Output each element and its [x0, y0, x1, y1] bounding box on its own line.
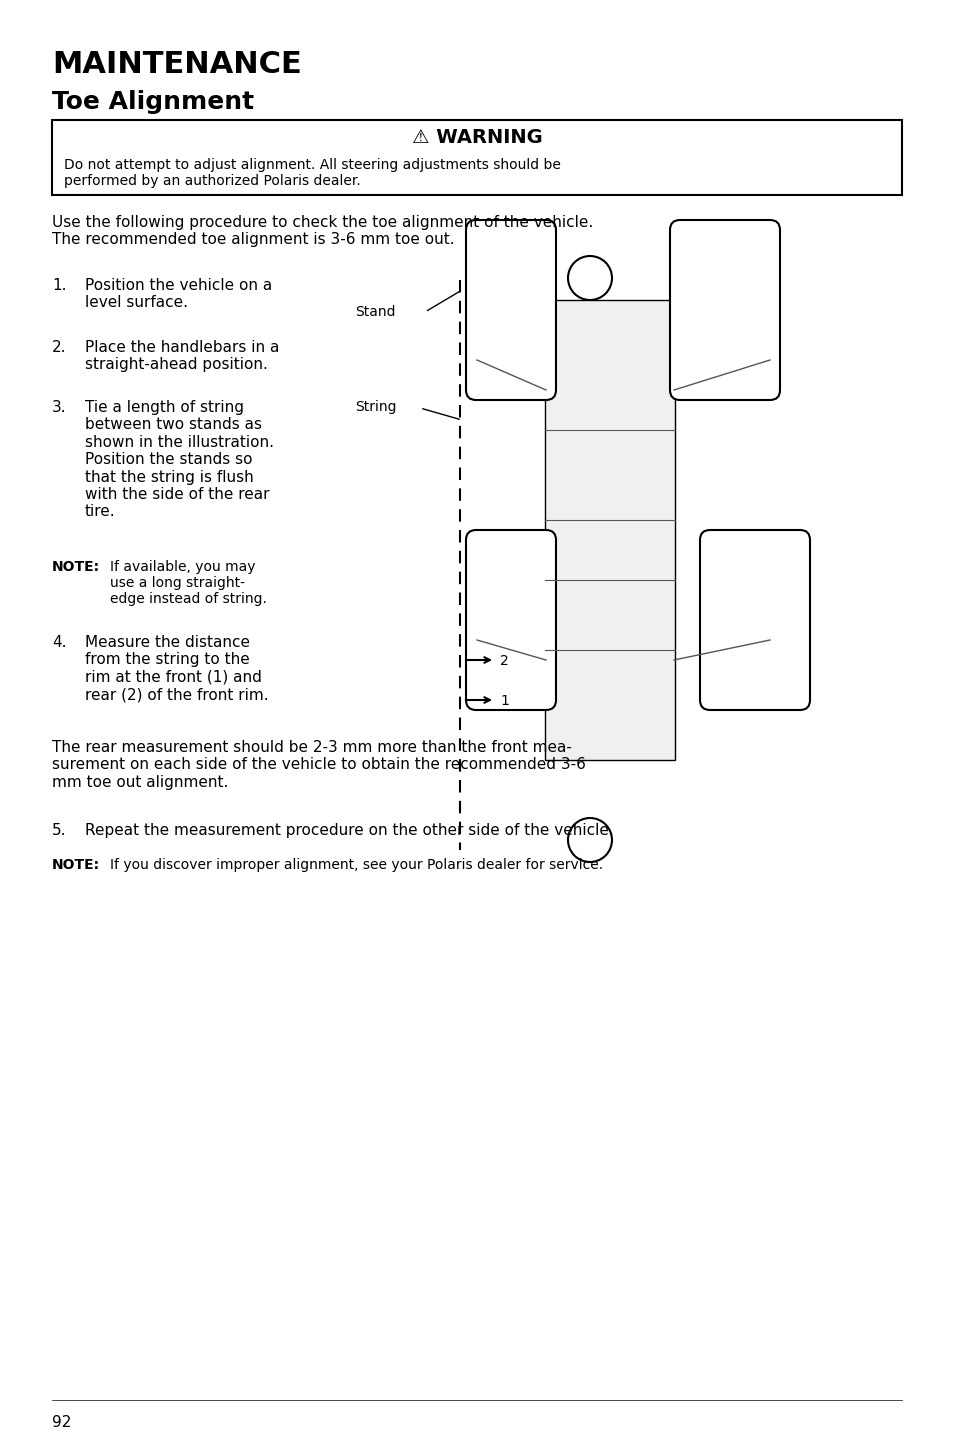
Text: If available, you may
use a long straight-
edge instead of string.: If available, you may use a long straigh… [110, 560, 267, 606]
FancyBboxPatch shape [465, 220, 556, 400]
Text: 5.: 5. [52, 823, 67, 838]
Text: ⚠ WARNING: ⚠ WARNING [411, 128, 542, 147]
Text: 92: 92 [52, 1415, 71, 1429]
Bar [544, 300, 675, 760]
Text: NOTE:: NOTE: [52, 858, 100, 872]
Text: 2: 2 [499, 654, 508, 667]
Text: Place the handlebars in a
straight-ahead position.: Place the handlebars in a straight-ahead… [85, 340, 279, 372]
Text: Tie a length of string
between two stands as
shown in the illustration.
Position: Tie a length of string between two stand… [85, 400, 274, 519]
Text: String: String [355, 400, 396, 414]
FancyBboxPatch shape [669, 220, 780, 400]
Text: 4.: 4. [52, 635, 67, 650]
FancyBboxPatch shape [465, 531, 556, 710]
Text: Do not attempt to adjust alignment. All steering adjustments should be
performed: Do not attempt to adjust alignment. All … [64, 158, 560, 188]
Text: The rear measurement should be 2-3 mm more than the front mea-
surement on each : The rear measurement should be 2-3 mm mo… [52, 740, 585, 790]
Bar [52, 121, 901, 195]
Text: Toe Alignment: Toe Alignment [52, 90, 253, 113]
Text: Stand: Stand [355, 305, 395, 318]
Text: Use the following procedure to check the toe alignment of the vehicle.
The recom: Use the following procedure to check the… [52, 215, 593, 247]
Text: Position the vehicle on a
level surface.: Position the vehicle on a level surface. [85, 278, 272, 310]
Text: 1.: 1. [52, 278, 67, 294]
Text: Repeat the measurement procedure on the other side of the vehicle.: Repeat the measurement procedure on the … [85, 823, 613, 838]
FancyBboxPatch shape [700, 531, 809, 710]
Text: If you discover improper alignment, see your Polaris dealer for service.: If you discover improper alignment, see … [110, 858, 602, 872]
Text: 3.: 3. [52, 400, 67, 414]
Text: 2.: 2. [52, 340, 67, 355]
Text: NOTE:: NOTE: [52, 560, 100, 574]
Text: 1: 1 [499, 694, 508, 708]
Text: Measure the distance
from the string to the
rim at the front (1) and
rear (2) of: Measure the distance from the string to … [85, 635, 269, 702]
Circle shape [567, 819, 612, 862]
Text: MAINTENANCE: MAINTENANCE [52, 49, 301, 79]
Circle shape [567, 256, 612, 300]
